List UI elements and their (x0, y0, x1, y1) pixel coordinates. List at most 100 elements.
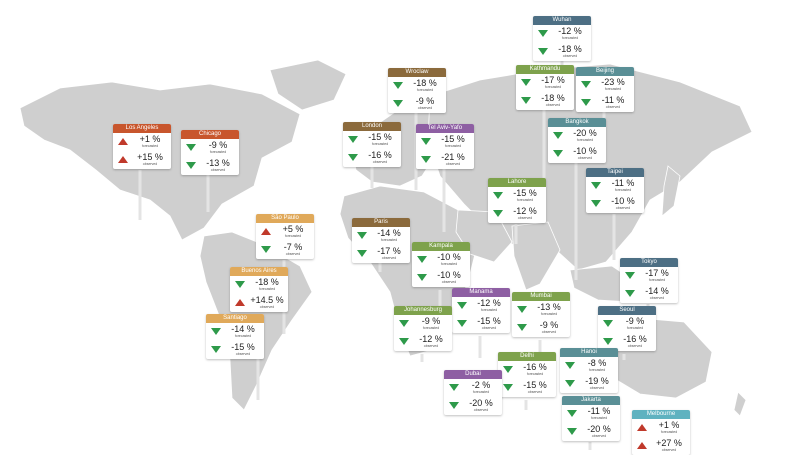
arrow-down-icon (521, 97, 531, 104)
landmass-greenland (269, 59, 347, 111)
observed-row: -21 % observed (416, 151, 474, 169)
forecast-label: forecasted (234, 334, 252, 338)
observed-value: -19 % (585, 376, 609, 386)
city-name: Dubai (444, 370, 502, 379)
city-name: São Paulo (256, 214, 314, 223)
arrow-down-icon (399, 338, 409, 345)
observed-label: observed (545, 103, 561, 107)
city-card-los-angeles[interactable]: Los Angeles +1 % forecasted +15 % observed (113, 124, 171, 169)
observed-label: observed (562, 54, 578, 58)
arrow-down-icon (493, 210, 503, 217)
forecast-label: forecasted (380, 238, 398, 242)
city-card-hanoi[interactable]: Hanoi -8 % forecasted -19 % observed (560, 348, 618, 393)
forecast-value: +1 % (658, 420, 680, 430)
city-card-sao-paulo[interactable]: São Paulo +5 % forecasted -7 % observed (256, 214, 314, 259)
city-card-wroclaw[interactable]: Wroclaw -18 % forecasted -9 % observed (388, 68, 446, 113)
arrow-up-icon (118, 138, 128, 145)
forecast-row: -14 % forecasted (352, 227, 410, 245)
arrow-up-icon (261, 228, 271, 235)
arrow-up-icon (637, 424, 647, 431)
forecast-value: -23 % (601, 77, 625, 87)
observed-value: -15 % (523, 380, 547, 390)
city-card-buenos-aires[interactable]: Buenos Aires -18 % forecasted +14.5 % observ… (230, 267, 288, 312)
forecast-value: -12 % (477, 298, 501, 308)
city-card-tokyo[interactable]: Tokyo -17 % forecasted -14 % observed (620, 258, 678, 303)
city-name: Jakarta (562, 396, 620, 405)
observed-row: -18 % observed (533, 43, 591, 61)
city-card-taipei[interactable]: Taipei -11 % forecasted -10 % observed (586, 168, 644, 213)
observed-label: observed (589, 386, 605, 390)
observed-row: -12 % observed (488, 205, 546, 223)
observed-label: observed (649, 296, 665, 300)
arrow-down-icon (603, 320, 613, 327)
arrow-down-icon (417, 274, 427, 281)
city-name: Melbourne (632, 410, 690, 419)
city-name: Delhi (498, 352, 556, 361)
city-card-lahore[interactable]: Lahore -15 % forecasted -12 % observed (488, 178, 546, 223)
city-name: Tel Aviv-Yafo (416, 124, 474, 133)
observed-value: -10 % (573, 146, 597, 156)
forecast-label: forecasted (258, 287, 276, 291)
forecast-value: -11 % (611, 178, 635, 188)
arrow-down-icon (449, 402, 459, 409)
forecast-label: forecasted (576, 138, 594, 142)
forecast-label: forecasted (472, 390, 490, 394)
observed-label: observed (591, 434, 607, 438)
city-card-bangkok[interactable]: Bangkok -20 % forecasted -10 % observed (548, 118, 606, 163)
city-card-kampala[interactable]: Kampala -10 % forecasted -10 % observed (412, 242, 470, 287)
city-card-dubai[interactable]: Dubai -2 % forecasted -20 % observed (444, 370, 502, 415)
forecast-label: forecasted (614, 188, 632, 192)
city-card-london[interactable]: London -15 % forecasted -16 % observed (343, 122, 401, 167)
observed-value: -18 % (541, 93, 565, 103)
observed-value: +15 % (137, 152, 163, 162)
forecast-label: forecasted (648, 278, 666, 282)
city-card-kathmandu[interactable]: Kathmandu -17 % forecasted -18 % observed (516, 65, 574, 110)
observed-row: -19 % observed (560, 375, 618, 393)
forecast-row: +5 % forecasted (256, 223, 314, 241)
observed-label: observed (615, 206, 631, 210)
forecast-value: -8 % (587, 358, 607, 368)
observed-value: -7 % (283, 242, 303, 252)
arrow-down-icon (186, 144, 196, 151)
city-card-seoul[interactable]: Seoul -9 % forecasted -16 % observed (598, 306, 656, 351)
city-name: Lahore (488, 178, 546, 187)
city-card-tel-aviv-yafo[interactable]: Tel Aviv-Yafo -15 % forecasted -21 % observe… (416, 124, 474, 169)
arrow-down-icon (457, 320, 467, 327)
forecast-row: -15 % forecasted (488, 187, 546, 205)
observed-label: observed (517, 216, 533, 220)
arrow-down-icon (348, 154, 358, 161)
city-card-delhi[interactable]: Delhi -16 % forecasted -15 % observed (498, 352, 556, 397)
city-name: Taipei (586, 168, 644, 177)
observed-label: observed (473, 408, 489, 412)
city-name: Seoul (598, 306, 656, 315)
arrow-down-icon (538, 48, 548, 55)
city-card-johannesburg[interactable]: Johannesburg -9 % forecasted -12 % observed (394, 306, 452, 351)
forecast-row: -13 % forecasted (512, 301, 570, 319)
observed-label: observed (441, 280, 457, 284)
city-card-chicago[interactable]: Chicago -9 % forecasted -13 % observed (181, 130, 239, 175)
forecast-value: -14 % (231, 324, 255, 334)
city-card-mumbai[interactable]: Mumbai -13 % forecasted -9 % observed (512, 292, 570, 337)
forecast-value: -10 % (437, 252, 461, 262)
forecast-value: -9 % (625, 316, 645, 326)
city-card-beijing[interactable]: Beijing -23 % forecasted -11 % observed (576, 67, 634, 112)
forecast-value: -2 % (471, 380, 491, 390)
forecast-value: -11 % (587, 406, 611, 416)
city-card-paris[interactable]: Paris -14 % forecasted -17 % observed (352, 218, 410, 263)
arrow-down-icon (517, 324, 527, 331)
city-card-wuhan[interactable]: Wuhan -12 % forecasted -18 % observed (533, 16, 591, 61)
city-card-manama[interactable]: Manama -12 % forecasted -15 % observed (452, 288, 510, 333)
observed-label: observed (235, 352, 251, 356)
forecast-value: -15 % (513, 188, 537, 198)
city-card-jakarta[interactable]: Jakarta -11 % forecasted -20 % observed (562, 396, 620, 441)
observed-row: -16 % observed (598, 333, 656, 351)
observed-row: -12 % observed (394, 333, 452, 351)
observed-row: -10 % observed (548, 145, 606, 163)
observed-row: -20 % observed (444, 397, 502, 415)
city-card-santiago[interactable]: Santiago -14 % forecasted -15 % observed (206, 314, 264, 359)
city-card-melbourne[interactable]: Melbourne +1 % forecasted +27 % observed (632, 410, 690, 455)
forecast-value: -9 % (208, 140, 228, 150)
forecast-row: -2 % forecasted (444, 379, 502, 397)
observed-row: +14.5 % observed (230, 294, 288, 312)
observed-label: observed (285, 252, 301, 256)
